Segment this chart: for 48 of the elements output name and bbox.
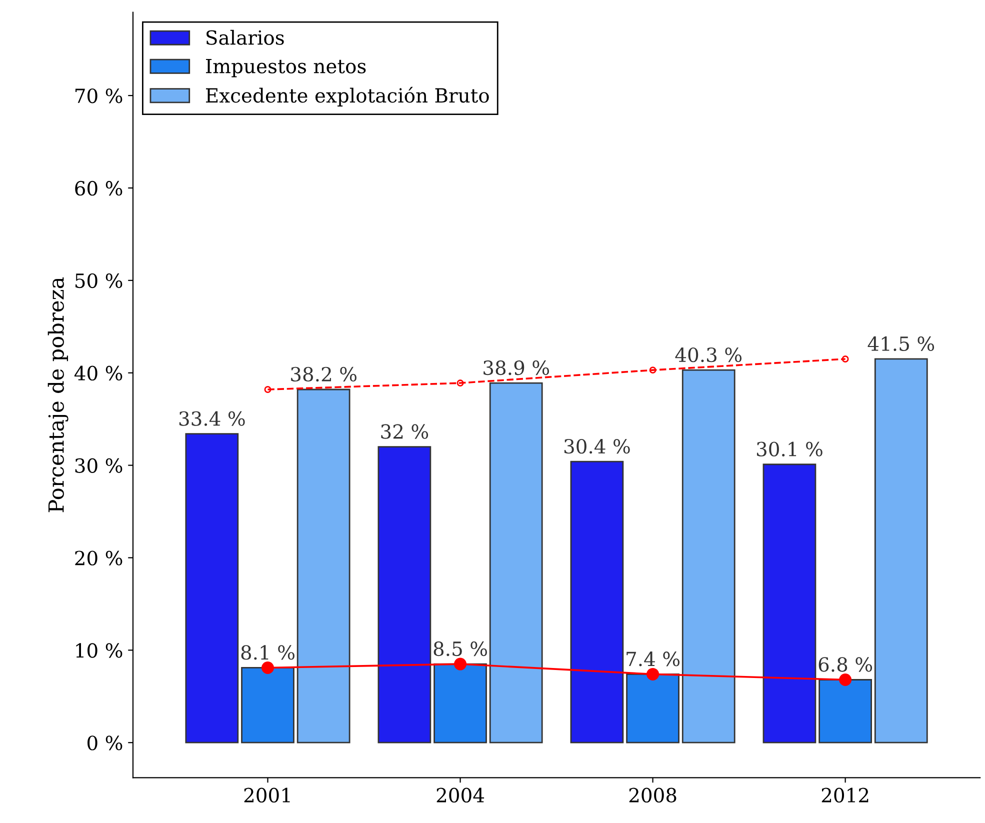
- y-tick-label: 10 %: [76, 643, 122, 658]
- bar: [762, 464, 816, 744]
- data-label: 30.1 %: [756, 442, 822, 456]
- bar: [434, 663, 487, 744]
- x-tick-label: 2012: [822, 788, 868, 803]
- bar: [489, 382, 543, 744]
- legend-label: Impuestos netos: [206, 58, 366, 78]
- point: [264, 386, 272, 393]
- data-label: 41.5 %: [868, 336, 934, 352]
- point: [649, 366, 656, 374]
- point: [646, 668, 660, 680]
- legend-label: Excedente explotación Bruto: [206, 86, 489, 107]
- x-tick-label: 2001: [244, 788, 290, 803]
- y-tick-label: 30 %: [75, 458, 122, 473]
- point: [261, 661, 274, 674]
- point: [839, 674, 852, 686]
- y-tick-label: 20 %: [75, 550, 122, 566]
- bar: [570, 460, 624, 744]
- point: [842, 356, 849, 362]
- point: [454, 658, 467, 670]
- point: [456, 380, 464, 386]
- bar: [682, 369, 736, 744]
- bar: [818, 679, 872, 744]
- data-label: 6.8 %: [818, 657, 872, 672]
- x-tick-label: 2008: [629, 788, 676, 803]
- bar: [378, 446, 432, 744]
- data-label: 38.9 %: [484, 360, 549, 376]
- bar: [296, 388, 350, 744]
- data-label: 32 %: [381, 424, 428, 439]
- y-tick-label: 0 %: [88, 736, 122, 750]
- data-label: 30.4 %: [564, 438, 630, 454]
- data-label: 8.5 %: [434, 641, 487, 656]
- bar: [626, 674, 680, 744]
- data-label: 8.1 %: [241, 645, 294, 660]
- data-label: 7.4 %: [626, 652, 680, 666]
- y-tick-label: 50 %: [76, 273, 122, 288]
- bar: [874, 358, 928, 744]
- y-tick-label: 70 %: [75, 88, 122, 104]
- y-tick-label: 40 %: [74, 366, 122, 381]
- legend-label: Salarios: [206, 30, 284, 45]
- data-label: 38.2 %: [291, 366, 356, 382]
- y-tick-label: 60 %: [75, 180, 122, 196]
- bar: [185, 433, 239, 744]
- bar: [241, 667, 294, 744]
- data-label: 40.3 %: [675, 347, 742, 362]
- x-tick-label: 2004: [436, 788, 484, 803]
- y-axis-title: Porcentaje de pobreza: [48, 277, 68, 512]
- data-label: 33.4 %: [179, 411, 245, 426]
